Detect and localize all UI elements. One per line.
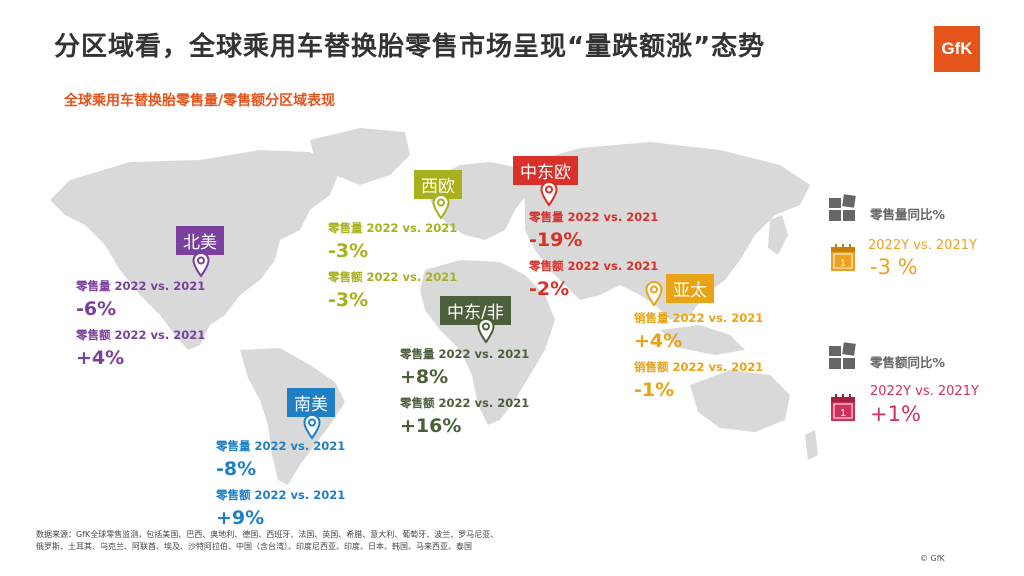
north-america-amount-value: +4% [76, 347, 125, 369]
region-tag-asia-pacific: 亚太 [666, 274, 714, 303]
west-europe-amount-label: 零售额 2022 vs. 2021 [328, 270, 458, 284]
southeast-asia-islands [660, 325, 745, 355]
south-america-amount-label: 零售额 2022 vs. 2021 [216, 488, 346, 502]
calendar-day: 1 [840, 408, 846, 419]
asia-landmass [520, 142, 810, 320]
japan-landmass [768, 215, 788, 255]
volume-yoy-title: 零售量同比% [870, 207, 946, 222]
west-europe-volume-label: 零售量 2022 vs. 2021 [328, 221, 458, 235]
amount-yoy-value: +1% [870, 402, 921, 426]
world-map [50, 128, 818, 485]
chart-subtitle: 全球乘用车替换胎零售量/零售额分区域表现 [64, 93, 336, 109]
gfk-logo: GfK [934, 26, 980, 72]
central-east-europe-volume-label: 零售量 2022 vs. 2021 [529, 210, 659, 224]
central-east-europe-amount-label: 零售额 2022 vs. 2021 [529, 259, 659, 273]
australia-landmass [690, 370, 790, 432]
amount-yoy-title: 零售额同比% [870, 355, 946, 370]
middle-east-africa-amount-value: +16% [400, 415, 462, 437]
location-pin-icon [477, 318, 495, 344]
amount-yoy-period: 2022Y vs. 2021Y [870, 384, 979, 399]
region-tag-west-europe: 西欧 [414, 170, 462, 199]
middle-east-africa-volume-value: +8% [400, 366, 449, 388]
middle-east-africa-amount-label: 零售额 2022 vs. 2021 [400, 396, 530, 410]
region-tag-north-america: 北美 [176, 226, 224, 255]
west-europe-amount-value: -3% [328, 289, 369, 311]
asia-pacific-volume-label: 销售量 2022 vs. 2021 [634, 311, 764, 325]
market-blocks-icon [829, 194, 856, 221]
location-pin-icon [432, 194, 450, 220]
region-tag-south-america: 南美 [287, 388, 335, 417]
calendar-icon: 1 [831, 244, 855, 271]
copyright: © GfK [920, 554, 945, 563]
south-america-volume-value: -8% [216, 458, 257, 480]
location-pin-icon [540, 181, 558, 207]
volume-yoy-value: -3 % [870, 255, 918, 279]
asia-pacific-amount-label: 销售额 2022 vs. 2021 [634, 360, 764, 374]
new-zealand-landmass [805, 430, 818, 460]
data-source-line-2: 俄罗斯、土耳其、乌克兰、阿联酋、埃及、沙特阿拉伯、中国（含台湾）、印度尼西亚、印… [36, 542, 472, 551]
calendar-day: 1 [840, 258, 846, 269]
data-source-note: 数据来源：GfK全球零售监测，包括美国、巴西、奥地利、德国、西班牙、法国、英国、… [36, 529, 536, 553]
region-tag-central-east-europe: 中东欧 [513, 156, 578, 185]
data-source-line-1: 数据来源：GfK全球零售监测，包括美国、巴西、奥地利、德国、西班牙、法国、英国、… [36, 530, 499, 539]
greenland-landmass [310, 128, 410, 185]
volume-yoy-period: 2022Y vs. 2021Y [868, 238, 977, 253]
market-blocks-icon [829, 342, 856, 369]
north-america-volume-value: -6% [76, 298, 117, 320]
asia-pacific-volume-value: +4% [634, 330, 683, 352]
north-america-amount-label: 零售额 2022 vs. 2021 [76, 328, 206, 342]
south-america-volume-label: 零售量 2022 vs. 2021 [216, 439, 346, 453]
region-tag-middle-east-africa: 中东/非 [440, 296, 511, 325]
central-east-europe-volume-value: -19% [529, 229, 583, 251]
location-pin-icon [645, 281, 663, 307]
middle-east-africa-volume-label: 零售量 2022 vs. 2021 [400, 347, 530, 361]
asia-pacific-amount-value: -1% [634, 379, 675, 401]
location-pin-icon [192, 252, 210, 278]
west-europe-volume-value: -3% [328, 240, 369, 262]
central-east-europe-amount-value: -2% [529, 278, 570, 300]
page-title: 分区域看，全球乘用车替换胎零售市场呈现“量跌额涨”态势 [54, 32, 766, 62]
location-pin-icon [303, 414, 321, 440]
calendar-icon: 1 [831, 394, 855, 421]
south-america-amount-value: +9% [216, 507, 265, 529]
north-america-volume-label: 零售量 2022 vs. 2021 [76, 279, 206, 293]
